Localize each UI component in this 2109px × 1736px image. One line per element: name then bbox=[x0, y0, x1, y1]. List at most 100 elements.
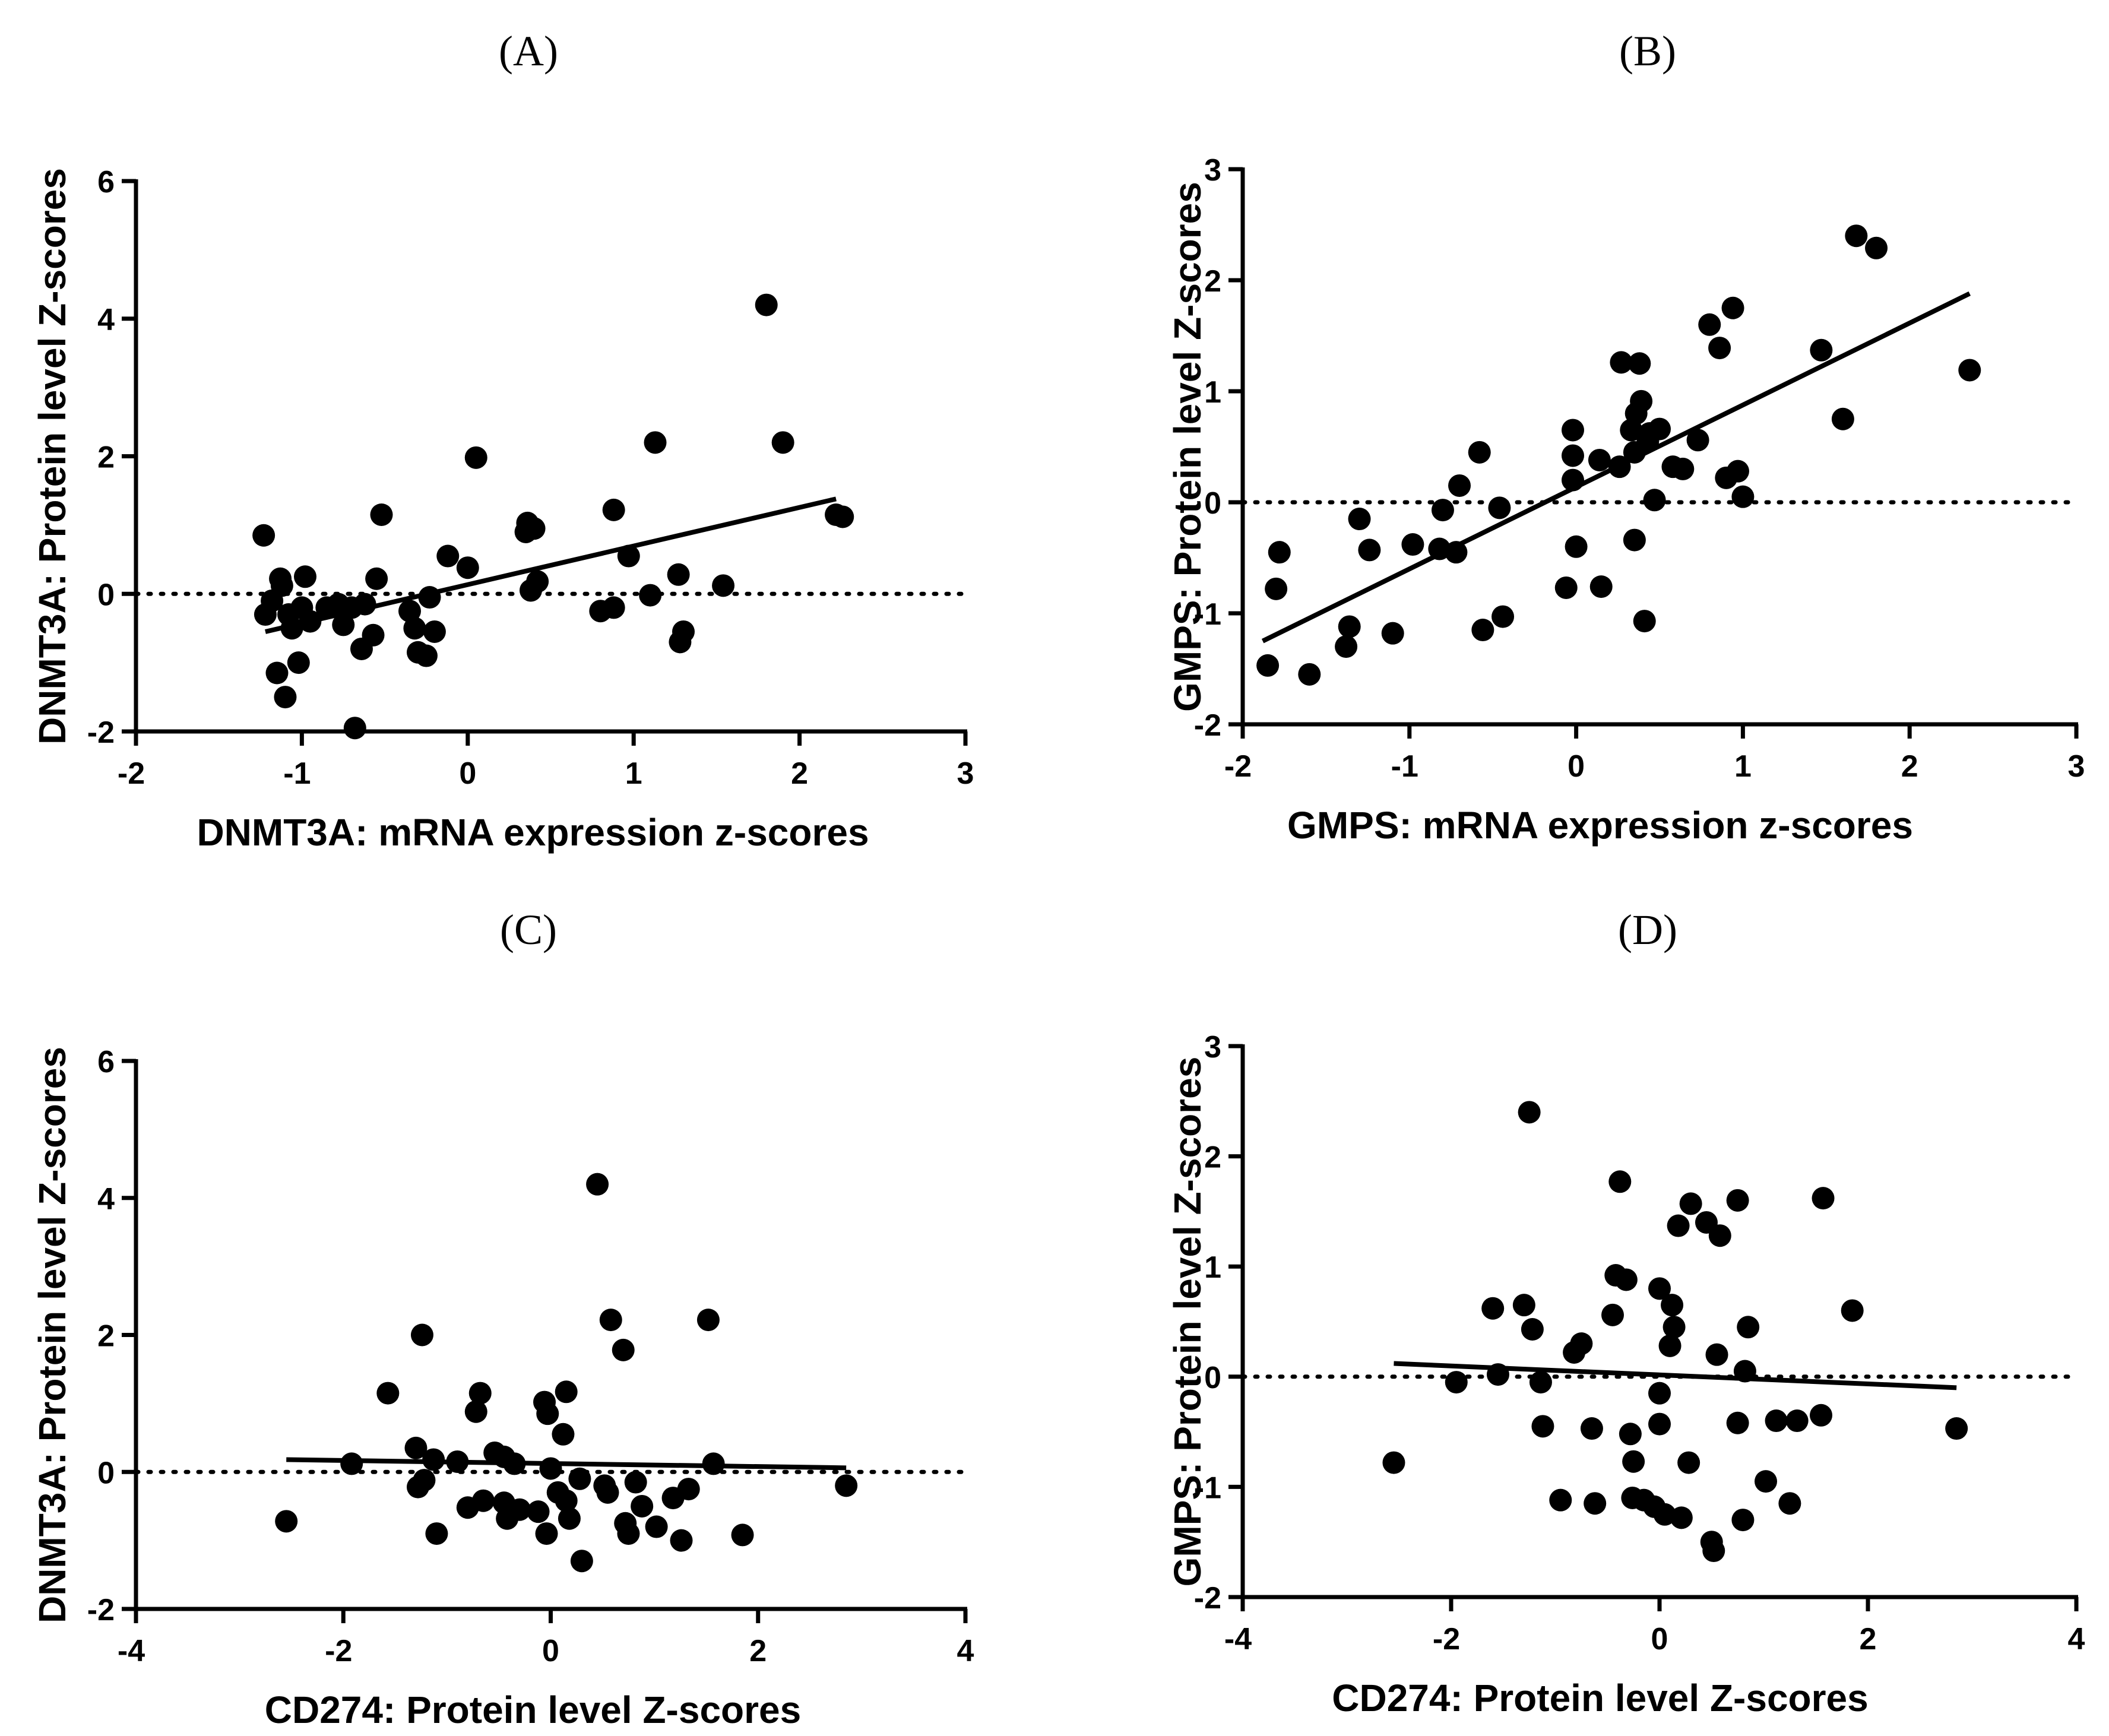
data-point bbox=[508, 1498, 531, 1521]
y-tick-label: -2 bbox=[1194, 708, 1221, 743]
data-point bbox=[1471, 619, 1494, 642]
data-point bbox=[275, 1510, 298, 1533]
y-tick-label: 2 bbox=[97, 1319, 115, 1354]
data-point bbox=[1623, 528, 1646, 552]
y-tick-label: -2 bbox=[1194, 1581, 1221, 1615]
y-tick-label: 3 bbox=[1204, 153, 1221, 188]
data-point bbox=[1726, 1411, 1749, 1434]
data-point bbox=[1521, 1317, 1544, 1341]
data-point bbox=[1570, 1332, 1593, 1355]
data-point bbox=[1698, 313, 1721, 336]
data-point bbox=[468, 1382, 492, 1405]
data-point bbox=[670, 1529, 693, 1552]
data-point bbox=[555, 1380, 578, 1404]
data-point bbox=[1619, 1423, 1642, 1446]
data-point bbox=[1268, 541, 1291, 564]
data-point bbox=[644, 431, 667, 454]
data-point bbox=[464, 446, 487, 469]
data-point bbox=[1256, 654, 1280, 677]
data-point bbox=[398, 600, 422, 623]
data-point bbox=[527, 1500, 550, 1523]
panel-label: (D) bbox=[1618, 906, 1677, 953]
x-axis-title: CD274: Protein level Z-scores bbox=[265, 1689, 801, 1731]
y-tick-label: 3 bbox=[1204, 1030, 1221, 1065]
data-point bbox=[558, 1507, 581, 1530]
data-point bbox=[404, 1436, 428, 1459]
y-axis-title: DNMT3A: Protein level Z-scores bbox=[31, 168, 74, 745]
data-point bbox=[1662, 1316, 1686, 1339]
data-point bbox=[1677, 1451, 1700, 1474]
data-point bbox=[1381, 622, 1404, 645]
data-point bbox=[1554, 576, 1578, 599]
data-point bbox=[1529, 1371, 1552, 1394]
data-point bbox=[1702, 1539, 1725, 1563]
data-point bbox=[617, 1522, 640, 1545]
x-axis-title: DNMT3A: mRNA expression z-scores bbox=[197, 811, 869, 854]
y-tick-label: 6 bbox=[97, 165, 115, 199]
data-point bbox=[1348, 508, 1371, 531]
x-tick-label: 2 bbox=[1901, 749, 1918, 784]
data-point bbox=[672, 620, 695, 643]
data-point bbox=[586, 1173, 609, 1196]
data-point bbox=[1810, 338, 1833, 362]
data-point bbox=[1812, 1187, 1835, 1210]
data-point bbox=[1731, 1509, 1755, 1532]
data-point bbox=[1648, 1412, 1671, 1436]
y-tick-label: 2 bbox=[1204, 264, 1221, 299]
regression-line bbox=[265, 496, 837, 634]
data-point bbox=[631, 1494, 654, 1518]
data-point bbox=[376, 1382, 400, 1405]
data-point bbox=[677, 1478, 700, 1501]
x-tick-label: -2 bbox=[325, 1634, 352, 1668]
data-point bbox=[1785, 1409, 1809, 1433]
data-point bbox=[332, 613, 355, 636]
data-point bbox=[1831, 407, 1854, 430]
data-point bbox=[1958, 359, 1981, 382]
data-point bbox=[1945, 1417, 1968, 1440]
data-point bbox=[1630, 389, 1653, 413]
data-point bbox=[1633, 610, 1656, 633]
data-point bbox=[624, 1471, 647, 1494]
data-point bbox=[1431, 499, 1454, 522]
y-tick-label: 0 bbox=[97, 1456, 115, 1490]
y-tick-label: 4 bbox=[97, 303, 115, 337]
data-point bbox=[835, 1474, 858, 1497]
data-point bbox=[1778, 1492, 1801, 1515]
x-tick-label: -2 bbox=[118, 756, 145, 791]
x-tick-label: 0 bbox=[1651, 1622, 1668, 1656]
x-tick-label: 4 bbox=[2068, 1622, 2085, 1656]
data-point bbox=[731, 1523, 754, 1547]
data-point bbox=[1584, 1492, 1607, 1515]
data-point bbox=[403, 617, 426, 640]
panel-label: (A) bbox=[499, 27, 558, 75]
y-tick-label: -1 bbox=[1194, 1471, 1221, 1505]
data-point bbox=[612, 1338, 635, 1361]
x-tick-label: -4 bbox=[1224, 1622, 1252, 1656]
data-point bbox=[1338, 615, 1361, 638]
x-tick-label: 0 bbox=[542, 1634, 559, 1668]
panel-label: (B) bbox=[1619, 27, 1676, 75]
data-point bbox=[1737, 1316, 1760, 1339]
regression-line bbox=[1394, 1361, 1957, 1390]
data-point bbox=[464, 1400, 487, 1423]
data-point bbox=[1488, 496, 1511, 519]
data-point bbox=[1580, 1417, 1603, 1440]
data-point bbox=[274, 686, 297, 709]
data-point bbox=[771, 431, 794, 454]
x-tick-label: 0 bbox=[1568, 749, 1585, 784]
data-point bbox=[1492, 605, 1515, 628]
data-point bbox=[1708, 337, 1731, 360]
x-tick-label: 3 bbox=[957, 756, 974, 791]
data-point bbox=[1608, 1170, 1632, 1193]
data-point bbox=[1841, 1299, 1864, 1322]
x-tick-label: -2 bbox=[1224, 749, 1252, 784]
data-point bbox=[1549, 1488, 1572, 1512]
data-point bbox=[645, 1515, 668, 1538]
y-tick-label: -1 bbox=[1194, 597, 1221, 632]
x-axis-title: CD274: Protein level Z-scores bbox=[1332, 1677, 1868, 1719]
y-tick-label: 2 bbox=[1204, 1141, 1221, 1175]
data-point bbox=[1648, 1277, 1671, 1300]
x-tick-label: -1 bbox=[283, 756, 311, 791]
data-point bbox=[831, 505, 854, 528]
data-point bbox=[539, 1457, 562, 1480]
